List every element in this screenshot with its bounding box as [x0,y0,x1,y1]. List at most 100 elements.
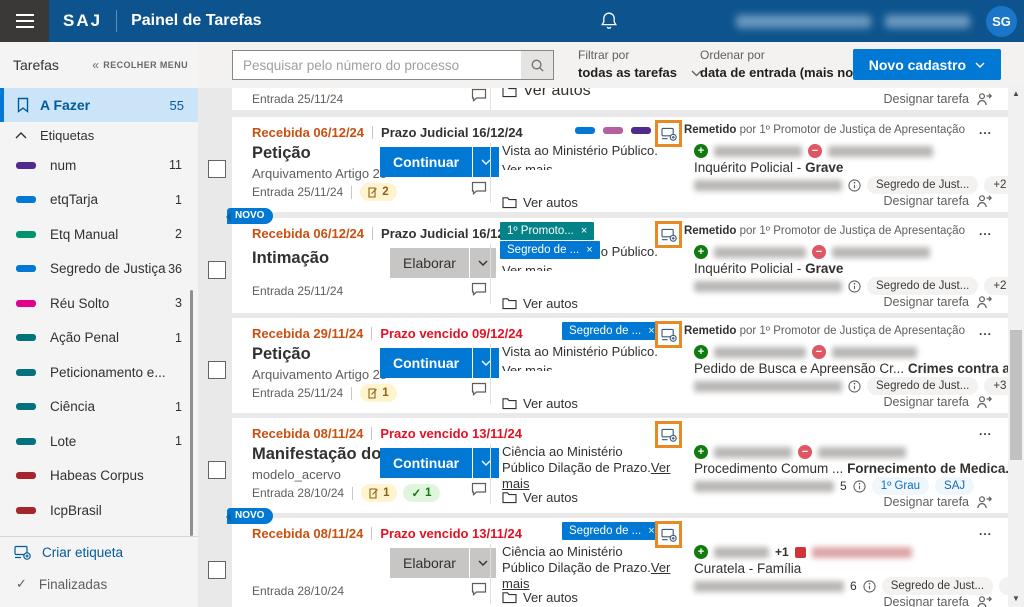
sidebar-scrollbar[interactable] [190,290,193,536]
close-icon[interactable]: × [648,325,655,337]
designar-tarefa-button[interactable]: Designar tarefa [884,495,992,509]
create-label-icon-button[interactable] [655,421,682,448]
sidebar-item-tag[interactable]: IcpBrasil [0,493,198,528]
comment-icon[interactable] [471,88,487,107]
filter-dropdown[interactable]: Filtrar por todas as tarefas [578,48,702,80]
checks-badge[interactable]: ✓ 1 [403,484,440,502]
search-input[interactable] [233,51,521,79]
grau-pill[interactable]: 1º Grau [871,477,930,495]
sidebar-item-tag[interactable]: Habeas Corpus [0,459,198,494]
notifications-bell-icon[interactable] [600,11,618,31]
info-icon[interactable] [848,178,861,192]
designar-tarefa-button[interactable]: Designar tarefa [884,194,992,208]
sidebar-item-tag[interactable]: Lote 1 [0,424,198,459]
sidebar-item-tag[interactable]: Etq Manual 2 [0,217,198,252]
segredo-pill[interactable]: Segredo de Just... [867,277,979,295]
info-icon[interactable] [853,479,866,493]
ver-autos-link[interactable]: Ver autos [502,195,578,210]
scroll-up-arrow[interactable]: ▲ [1012,89,1020,98]
more-tags-pill[interactable]: +3 [984,377,1008,395]
collapse-menu-button[interactable]: «RECOLHER MENU [92,58,188,72]
more-options-button[interactable]: ... [978,324,992,338]
task-card[interactable]: Recebida 06/12/24 Prazo Judicial 16/12/24… [232,117,1008,212]
list-scrollbar[interactable]: ▲ ▼ [1008,85,1024,607]
ver-mais-link[interactable]: Ver mais [502,263,553,271]
info-icon[interactable] [848,379,861,393]
segredo-pill[interactable]: Segredo de Just... [881,577,994,595]
sort-dropdown[interactable]: Ordenar por data de entrada (mais novas) [700,48,904,80]
notes-badge[interactable]: 1 [360,384,397,402]
continuar-button[interactable]: Continuar [380,147,473,177]
notes-badge[interactable]: 2 [360,183,397,201]
info-icon[interactable] [863,579,876,593]
action-dropdown-button[interactable] [473,448,500,478]
scroll-down-arrow[interactable]: ▼ [1012,594,1020,603]
create-label-icon-button[interactable] [655,120,682,147]
create-label-button[interactable]: Criar etiqueta [0,537,198,567]
create-label-icon-button[interactable] [655,521,682,548]
action-dropdown-button[interactable] [469,248,496,278]
more-options-button[interactable]: ... [978,524,992,538]
action-dropdown-button[interactable] [473,348,500,378]
sidebar-item-tag[interactable]: Peticionamento e... [0,355,198,390]
more-tags-pill[interactable]: +2 [984,277,1008,295]
segredo-pill[interactable]: Segredo de Just... [867,377,979,395]
sidebar-item-tag[interactable]: Ciência 1 [0,390,198,425]
comment-icon[interactable] [471,482,487,501]
comment-icon[interactable] [471,181,487,200]
sidebar-item-a-fazer[interactable]: A Fazer 55 [0,88,198,122]
sidebar-item-tag[interactable]: Segredo de Justiça 36 [0,252,198,287]
chip-promotor[interactable]: 1º Promoto... × [500,222,595,240]
comment-icon[interactable] [471,382,487,401]
sidebar-item-finalizadas[interactable]: ✓ Finalizadas [16,576,108,592]
designar-tarefa-button[interactable]: Designar tarefa [884,295,992,309]
create-label-icon-button[interactable] [655,321,682,348]
comment-icon[interactable] [471,282,487,301]
task-checkbox[interactable] [208,361,226,379]
ver-autos-link[interactable]: Ver autos [502,88,591,100]
designar-tarefa-button[interactable]: Designar tarefa [884,92,992,106]
notes-badge[interactable]: 1 [361,484,398,502]
segredo-pill[interactable]: Segredo de Just... [867,176,979,194]
comment-icon[interactable] [471,582,487,601]
saj-pill[interactable]: SAJ [935,477,975,495]
sidebar-item-tag[interactable]: Réu Solto 3 [0,286,198,321]
ver-mais-link[interactable]: Ver mais [502,363,553,371]
chip-segredo[interactable]: Segredo de ... × [562,322,662,340]
task-card[interactable]: NOVO Recebida 08/11/24 Prazo vencido 13/1… [225,508,1008,607]
chip-segredo[interactable]: Segredo de ... × [500,241,600,259]
ver-mais-link[interactable]: Ver mais [502,460,671,491]
close-icon[interactable]: × [648,525,655,537]
new-record-button[interactable]: Novo cadastro [852,49,1001,80]
more-options-button[interactable]: ... [978,224,992,238]
create-label-icon-button[interactable] [655,221,682,248]
close-icon[interactable]: × [586,244,593,256]
task-checkbox[interactable] [208,160,226,178]
task-checkbox[interactable] [208,561,226,579]
continuar-button[interactable]: Continuar [380,348,473,378]
ver-mais-link[interactable]: Ver mais [502,560,671,591]
avatar[interactable]: SG [986,5,1017,37]
action-dropdown-button[interactable] [473,147,500,177]
info-icon[interactable] [848,279,861,293]
hamburger-menu-button[interactable] [0,0,49,42]
ver-autos-link[interactable]: Ver autos [502,396,578,411]
more-options-button[interactable]: ... [978,123,992,137]
search-button[interactable] [521,51,553,79]
designar-tarefa-button[interactable]: Designar tarefa [884,395,992,409]
more-tags-pill[interactable]: +2 [984,176,1008,194]
task-card[interactable]: NOVO Recebida 06/12/24 Prazo Judicial 16/… [225,208,1008,313]
scrollbar-thumb[interactable] [1010,330,1022,460]
action-dropdown-button[interactable] [469,548,496,578]
more-options-button[interactable]: ... [978,424,992,438]
task-checkbox[interactable] [208,461,226,479]
close-icon[interactable]: × [580,225,588,237]
elaborar-button[interactable]: Elaborar [390,548,469,578]
sidebar-item-tag[interactable]: Ação Penal 1 [0,321,198,356]
chip-segredo[interactable]: Segredo de ... × [562,522,662,540]
ver-autos-link[interactable]: Ver autos [502,296,578,311]
task-card[interactable]: Recebida 08/11/24 Prazo vencido 13/11/24 … [232,418,1008,513]
task-checkbox[interactable] [208,261,226,279]
etiquetas-section-toggle[interactable]: Etiquetas [0,122,198,148]
task-card[interactable]: Recebida 29/11/24 Prazo vencido 09/12/24 … [232,318,1008,413]
